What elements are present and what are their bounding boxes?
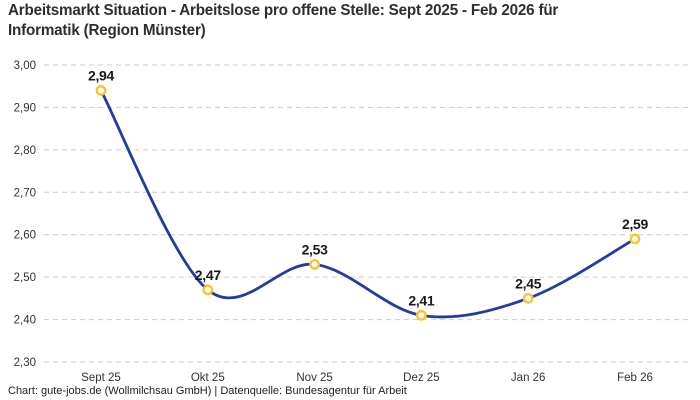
y-axis-tick-label: 2,30	[14, 357, 36, 369]
x-axis-tick-label: Okt 25	[191, 372, 225, 384]
data-point-label: 2,47	[195, 267, 222, 283]
data-point-label: 2,45	[515, 275, 542, 291]
chart-credit: Chart: gute-jobs.de (Wollmilchsau GmbH) …	[8, 385, 407, 397]
y-axis-tick-label: 2,80	[14, 145, 36, 157]
x-axis-tick-label: Jan 26	[511, 372, 546, 384]
data-point-marker[interactable]	[629, 233, 641, 245]
data-point-label: 2,53	[302, 241, 329, 257]
data-point-marker[interactable]	[95, 85, 107, 96]
y-axis-tick-label: 2,70	[14, 187, 36, 199]
x-axis-tick-label: Dez 25	[403, 372, 439, 384]
data-point-label: 2,59	[622, 216, 649, 232]
data-point-marker[interactable]	[522, 292, 534, 304]
data-point-label: 2,94	[88, 67, 115, 83]
x-axis-tick-label: Sept 25	[81, 372, 121, 384]
y-axis-tick-label: 3,00	[14, 60, 36, 72]
data-point-label: 2,41	[408, 292, 435, 308]
y-axis-tick-label: 2,40	[14, 315, 36, 327]
chart-title-line2: Informatik (Region Münster)	[8, 22, 206, 39]
y-axis-tick-label: 2,50	[14, 272, 36, 284]
x-axis-tick-label: Feb 26	[617, 372, 653, 384]
data-point-marker[interactable]	[415, 309, 427, 321]
series-line	[99, 89, 637, 319]
y-axis-tick-label: 2,60	[14, 230, 36, 242]
data-point-marker[interactable]	[309, 259, 320, 270]
y-axis-tick-label: 2,90	[14, 102, 36, 114]
x-axis-tick-label: Nov 25	[296, 372, 332, 384]
chart-title-line1: Arbeitsmarkt Situation - Arbeitslose pro…	[8, 2, 559, 19]
chart-title: Arbeitsmarkt Situation - Arbeitslose pro…	[8, 1, 558, 41]
data-point-marker[interactable]	[202, 284, 214, 296]
